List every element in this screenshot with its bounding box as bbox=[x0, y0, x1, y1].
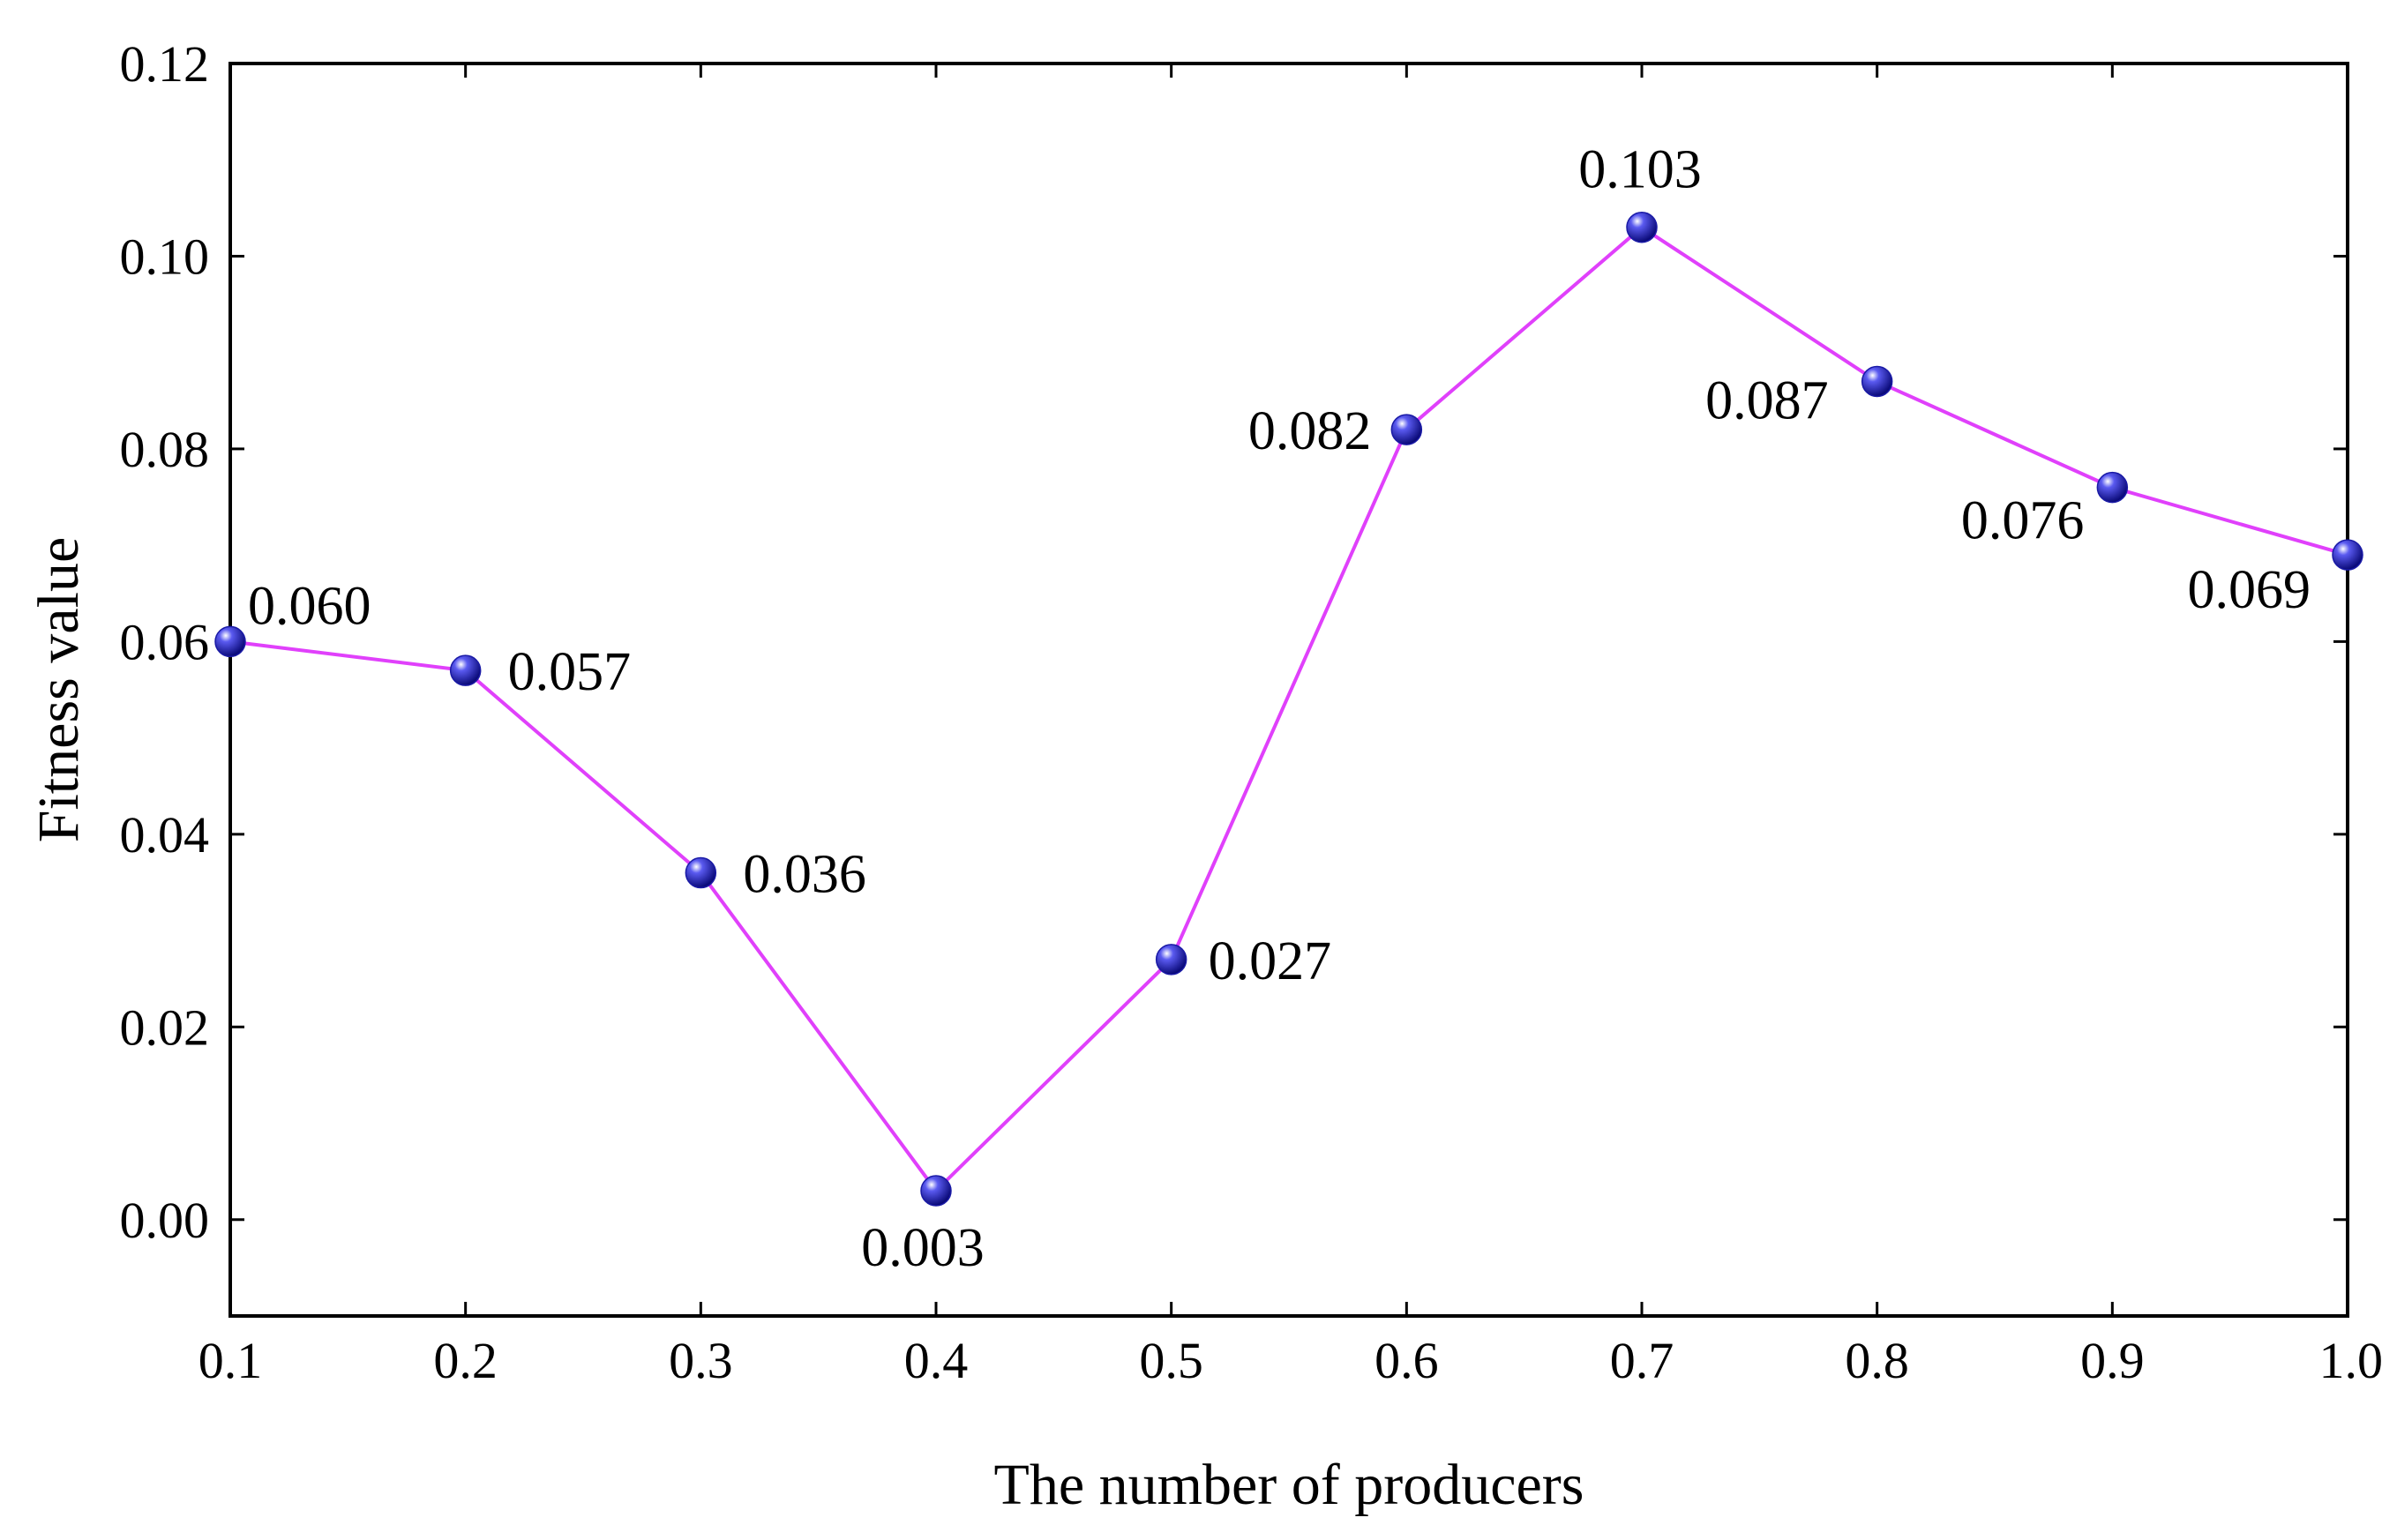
y-axis-ticks: 0.00 0.02 0.04 0.06 0.08 0.10 0.12 bbox=[120, 35, 2348, 1249]
x-tick-label: 0.3 bbox=[669, 1332, 733, 1389]
series-layer bbox=[214, 211, 2363, 1207]
x-axis-title: The number of producers bbox=[994, 1453, 1584, 1517]
x-axis-ticks: 0.1 0.2 0.3 0.4 0.5 0.6 0.7 0.8 0.9 1.0 bbox=[199, 64, 2383, 1389]
data-point bbox=[1155, 944, 1187, 976]
y-tick-label: 0.00 bbox=[120, 1192, 210, 1249]
x-tick-label: 0.9 bbox=[2080, 1332, 2145, 1389]
data-label: 0.103 bbox=[1578, 140, 1702, 200]
data-label: 0.082 bbox=[1248, 401, 1372, 461]
x-tick-label: 0.1 bbox=[199, 1332, 263, 1389]
data-label: 0.060 bbox=[248, 576, 371, 636]
data-label: 0.087 bbox=[1705, 370, 1829, 430]
data-point bbox=[214, 625, 246, 658]
data-label: 0.003 bbox=[861, 1218, 985, 1278]
data-point bbox=[2096, 471, 2129, 504]
y-tick-label: 0.08 bbox=[120, 421, 210, 478]
x-tick-label: 0.8 bbox=[1845, 1332, 1909, 1389]
data-label: 0.069 bbox=[2188, 560, 2311, 620]
data-label: 0.076 bbox=[1961, 491, 2085, 551]
x-tick-label: 1.0 bbox=[2319, 1332, 2384, 1389]
y-tick-label: 0.02 bbox=[120, 998, 210, 1056]
data-point bbox=[1626, 211, 1658, 243]
x-tick-label: 0.6 bbox=[1375, 1332, 1439, 1389]
data-point bbox=[920, 1175, 952, 1207]
x-tick-label: 0.4 bbox=[904, 1332, 969, 1389]
data-label: 0.036 bbox=[743, 845, 866, 905]
data-point bbox=[685, 856, 717, 889]
data-label: 0.057 bbox=[508, 642, 632, 702]
data-point bbox=[449, 654, 482, 686]
y-tick-label: 0.06 bbox=[120, 613, 210, 670]
data-labels: 0.060 0.057 0.036 0.003 0.027 0.082 0.103 0.087… bbox=[248, 140, 2311, 1278]
series-line bbox=[229, 225, 2348, 1192]
data-point bbox=[1861, 365, 1893, 398]
data-point bbox=[1390, 414, 1423, 445]
y-tick-label: 0.04 bbox=[120, 806, 210, 863]
x-tick-label: 0.7 bbox=[1610, 1332, 1674, 1389]
y-tick-label: 0.10 bbox=[120, 228, 210, 285]
x-tick-label: 0.2 bbox=[433, 1332, 498, 1389]
data-label: 0.027 bbox=[1209, 931, 1332, 991]
data-point bbox=[2332, 539, 2363, 571]
x-tick-label: 0.5 bbox=[1139, 1332, 1203, 1389]
y-tick-label: 0.12 bbox=[120, 35, 210, 93]
plot-frame bbox=[228, 62, 2349, 1318]
y-axis-title: Fitness value bbox=[26, 537, 91, 842]
